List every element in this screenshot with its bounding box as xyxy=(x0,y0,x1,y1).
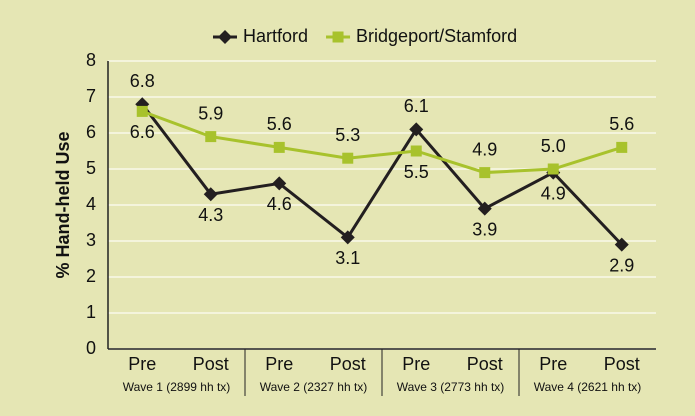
x-tick-label: Pre xyxy=(128,354,156,374)
x-tick-label: Pre xyxy=(402,354,430,374)
legend-label: Hartford xyxy=(243,26,308,46)
data-point xyxy=(477,201,492,216)
x-tick-label: Post xyxy=(604,354,640,374)
series-line xyxy=(141,103,623,246)
y-tick-label: 5 xyxy=(86,158,96,178)
x-tick-label: Post xyxy=(467,354,503,374)
y-tick-label: 0 xyxy=(86,338,96,358)
data-point xyxy=(340,230,355,245)
data-point xyxy=(273,141,285,153)
data-label: 4.9 xyxy=(472,139,497,159)
group-label: Wave 4 (2621 hh tx) xyxy=(534,380,642,394)
x-tick-label: Pre xyxy=(539,354,567,374)
data-label: 6.1 xyxy=(404,96,429,116)
x-tick-label: Post xyxy=(193,354,229,374)
x-tick-label: Pre xyxy=(265,354,293,374)
data-point xyxy=(616,141,628,153)
data-point xyxy=(409,122,424,137)
data-point xyxy=(614,237,629,252)
data-point xyxy=(272,176,287,191)
data-label: 3.9 xyxy=(472,219,497,239)
x-tick-label: Post xyxy=(330,354,366,374)
legend-marker xyxy=(332,31,344,43)
data-label: 5.6 xyxy=(609,114,634,134)
legend-marker xyxy=(218,30,232,44)
data-label: 6.6 xyxy=(130,122,155,142)
data-label: 4.9 xyxy=(541,183,566,203)
y-tick-label: 1 xyxy=(86,302,96,322)
y-tick-label: 7 xyxy=(86,86,96,106)
data-label: 4.3 xyxy=(198,205,223,225)
data-point xyxy=(205,131,217,143)
data-label: 6.8 xyxy=(130,71,155,91)
data-label: 3.1 xyxy=(335,248,360,268)
data-point xyxy=(136,105,148,117)
y-tick-label: 2 xyxy=(86,266,96,286)
data-point xyxy=(203,187,218,202)
y-tick-label: 3 xyxy=(86,230,96,250)
data-label: 5.3 xyxy=(335,125,360,145)
y-tick-label: 8 xyxy=(86,50,96,70)
legend-label: Bridgeport/Stamford xyxy=(356,26,517,46)
y-tick-label: 6 xyxy=(86,122,96,142)
data-label: 5.6 xyxy=(267,114,292,134)
group-label: Wave 3 (2773 hh tx) xyxy=(397,380,505,394)
y-tick-label: 4 xyxy=(86,194,96,214)
data-label: 4.6 xyxy=(267,194,292,214)
data-point xyxy=(547,163,559,175)
data-point xyxy=(342,152,354,164)
group-label: Wave 2 (2327 hh tx) xyxy=(260,380,368,394)
group-label: Wave 1 (2899 hh tx) xyxy=(123,380,231,394)
data-point xyxy=(410,145,422,157)
y-axis-label: % Hand-held Use xyxy=(53,131,73,278)
data-label: 5.0 xyxy=(541,136,566,156)
series-line xyxy=(141,109,623,175)
data-point xyxy=(479,167,491,179)
data-label: 5.9 xyxy=(198,103,223,123)
data-label: 5.5 xyxy=(404,162,429,182)
data-label: 2.9 xyxy=(609,255,634,275)
